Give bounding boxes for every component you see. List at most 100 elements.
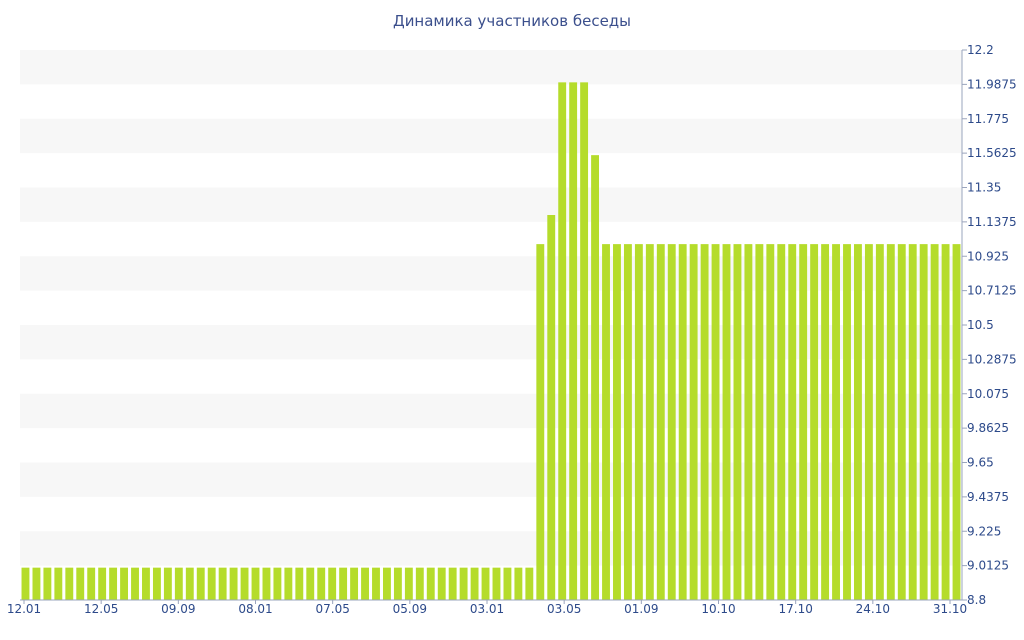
y-tick-label: 11.1375 [967,215,1017,229]
bar [404,567,413,600]
bar [317,567,326,600]
bar [613,244,621,600]
bar [152,567,161,600]
bar [843,244,851,600]
bar [667,244,676,600]
bar [875,244,884,600]
bar [207,567,216,600]
bar [284,567,293,600]
grid-band [20,118,962,154]
bar [481,567,490,600]
grid-band [20,50,962,85]
bar [525,567,534,600]
bar [196,567,205,600]
y-tick-label: 10.075 [967,387,1009,401]
bar [941,244,950,600]
bar [930,244,939,600]
x-tick-label: 12.01 [7,602,41,616]
bar [755,244,764,600]
bar [54,567,63,600]
bar [98,567,107,600]
y-tick-label: 9.4375 [967,490,1009,504]
y-tick-label: 9.225 [967,524,1001,538]
bar [514,567,523,600]
bar [273,567,282,600]
y-tick-label: 11.9875 [967,77,1017,91]
bar [65,567,74,600]
y-tick-label: 11.35 [967,181,1001,195]
y-tick-label: 8.8 [967,593,986,607]
bar [76,567,85,600]
bar [700,244,709,600]
bar [919,244,928,600]
grid-band [20,256,962,291]
bar [459,567,468,600]
x-tick-label: 31.10 [933,602,967,616]
bar [569,82,578,601]
x-tick-label: 07.05 [315,602,349,616]
bar [711,244,720,600]
grid-band [20,325,962,360]
bar [393,567,402,600]
bar [426,567,435,600]
grid-band [20,531,962,566]
x-tick-label: 12.05 [84,602,118,616]
x-tick-label: 01.09 [624,602,658,616]
bar [361,567,369,600]
bar [821,244,830,600]
bar [470,567,479,600]
chart-title: Динамика участников беседы [392,12,632,30]
bar [623,244,632,600]
bar [185,567,194,600]
bar [437,567,446,600]
bar [32,567,41,600]
bar [886,244,895,600]
grid-band [20,462,962,497]
y-tick-label: 10.2875 [967,352,1017,366]
bar [218,567,227,600]
bar [229,567,238,600]
bar [87,567,96,600]
bar [43,567,52,600]
bar [952,244,961,600]
y-tick-label: 12.2 [967,43,994,57]
bar [372,567,380,600]
x-axis: 12.01 12.05 09.09 08.01 07.05 05.09 03.01 03.05… [7,599,967,616]
bar [645,244,654,600]
bar [864,244,873,600]
grid-band [20,187,962,222]
bar [602,244,610,600]
y-tick-label: 9.0125 [967,559,1009,573]
x-tick-label: 03.05 [547,602,581,616]
y-tick-label: 11.775 [967,112,1009,126]
bar [240,567,249,600]
bar [744,244,753,600]
x-tick-label: 17.10 [778,602,812,616]
y-tick-label: 10.925 [967,249,1009,263]
bar [580,82,589,601]
bar [799,244,808,600]
bar [722,244,731,600]
bar [547,215,556,600]
bar [854,244,862,600]
x-tick-label: 03.01 [470,602,504,616]
bar [810,244,819,600]
bar [678,244,687,600]
bar [328,567,337,600]
bar [733,244,742,600]
x-tick-label: 09.09 [161,602,195,616]
bar [142,567,150,600]
bar [777,244,786,600]
bar [131,567,139,600]
bar [591,155,599,600]
bars-group [21,82,961,601]
y-tick-label: 9.65 [967,456,994,470]
bar [295,567,304,600]
x-tick-label: 05.09 [393,602,427,616]
bar [492,567,501,600]
bar [503,567,512,600]
bar [766,244,775,600]
bar [897,244,906,600]
grid-bands [20,50,962,566]
